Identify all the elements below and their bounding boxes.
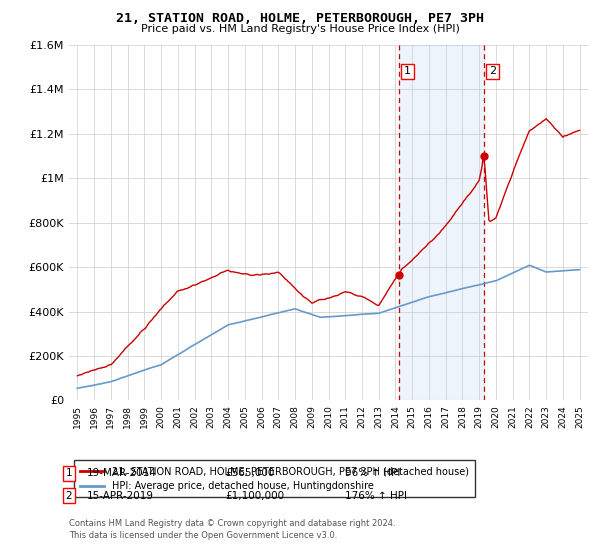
Text: 15-APR-2019: 15-APR-2019: [87, 491, 154, 501]
Bar: [399, 45, 484, 400]
Point: [394, 270, 404, 279]
Text: 1: 1: [404, 67, 411, 77]
Text: 19-MAR-2014: 19-MAR-2014: [87, 468, 157, 478]
Text: 96% ↑ HPI: 96% ↑ HPI: [345, 468, 400, 478]
Text: 176% ↑ HPI: 176% ↑ HPI: [345, 491, 407, 501]
Text: Price paid vs. HM Land Registry's House Price Index (HPI): Price paid vs. HM Land Registry's House …: [140, 24, 460, 34]
Point: [479, 151, 489, 160]
Text: £1,100,000: £1,100,000: [225, 491, 284, 501]
Text: 2: 2: [65, 491, 73, 501]
Legend: 21, STATION ROAD, HOLME, PETERBOROUGH, PE7 3PH (detached house), HPI: Average pr: 21, STATION ROAD, HOLME, PETERBOROUGH, P…: [74, 460, 475, 497]
Text: £565,000: £565,000: [225, 468, 274, 478]
Text: 1: 1: [65, 468, 73, 478]
Text: Contains HM Land Registry data © Crown copyright and database right 2024.
This d: Contains HM Land Registry data © Crown c…: [69, 519, 395, 540]
Text: 2: 2: [489, 67, 496, 77]
Text: 21, STATION ROAD, HOLME, PETERBOROUGH, PE7 3PH: 21, STATION ROAD, HOLME, PETERBOROUGH, P…: [116, 12, 484, 25]
